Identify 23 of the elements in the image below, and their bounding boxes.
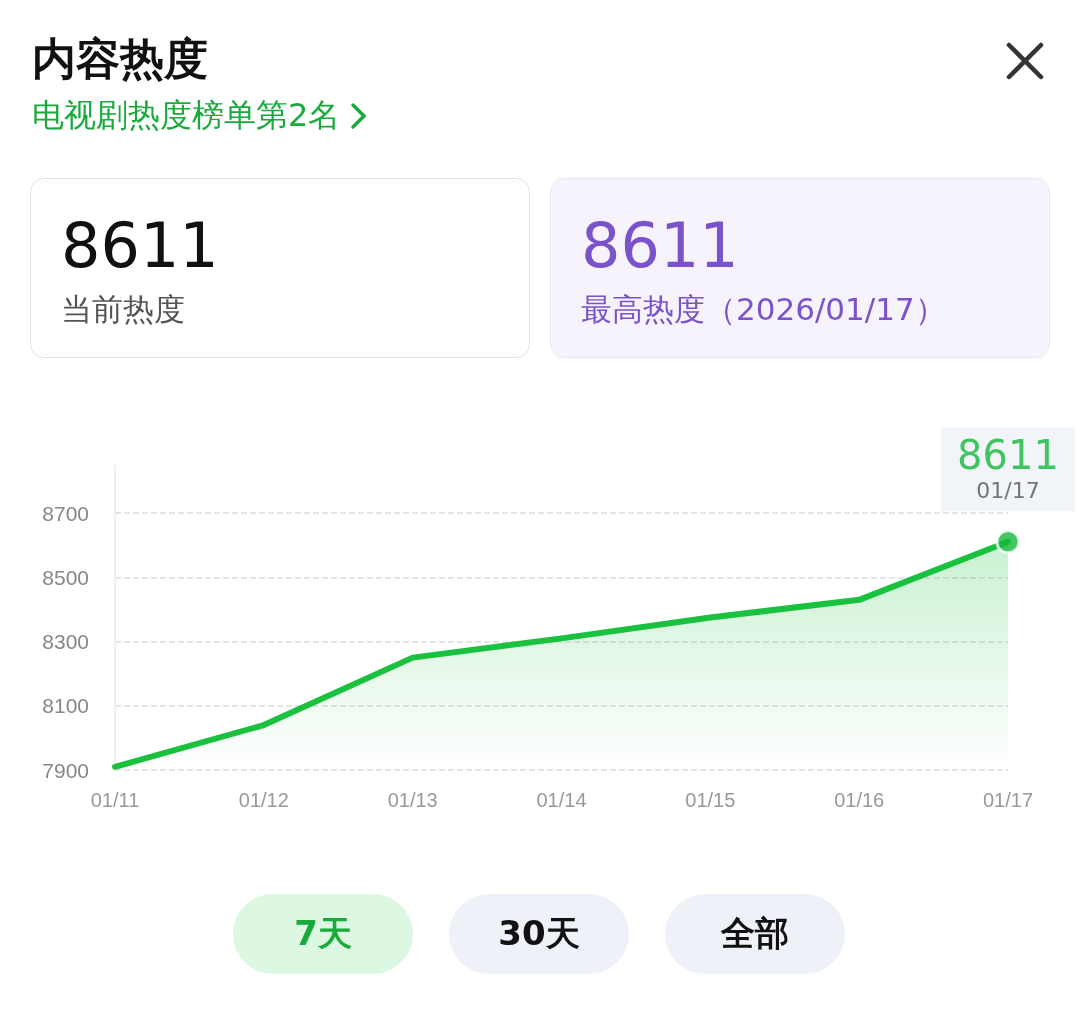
x-tick-label: 01/17	[982, 789, 1034, 811]
text: 最高热度（2026/01/17）	[581, 290, 946, 329]
x-tick-label: 01/11	[90, 789, 140, 811]
y-tick-label: 8100	[42, 694, 89, 718]
text: 7天	[233, 894, 413, 974]
chart-title: 内容热度	[32, 32, 208, 86]
x-tick-label: 01/14	[536, 789, 587, 811]
x-tick-label: 01/15	[685, 789, 736, 811]
text: 8611	[61, 209, 219, 282]
y-tick-label: 8700	[42, 501, 89, 525]
text: 全部	[665, 894, 845, 974]
text: 8611	[581, 209, 739, 282]
data-label: 8611	[957, 432, 1059, 479]
chart-subtitle: 电视剧热度榜单第2名	[32, 95, 341, 136]
x-tick-label: 01/13	[387, 789, 438, 811]
y-tick-label: 8500	[42, 565, 89, 589]
annotation: 01/17	[976, 477, 1040, 503]
text: 当前热度	[61, 290, 185, 329]
text: 30天	[449, 894, 629, 974]
y-tick-label: 8300	[42, 630, 89, 654]
x-tick-label: 01/16	[834, 789, 885, 811]
y-tick-label: 7900	[42, 758, 89, 782]
x-tick-label: 01/12	[238, 789, 289, 811]
